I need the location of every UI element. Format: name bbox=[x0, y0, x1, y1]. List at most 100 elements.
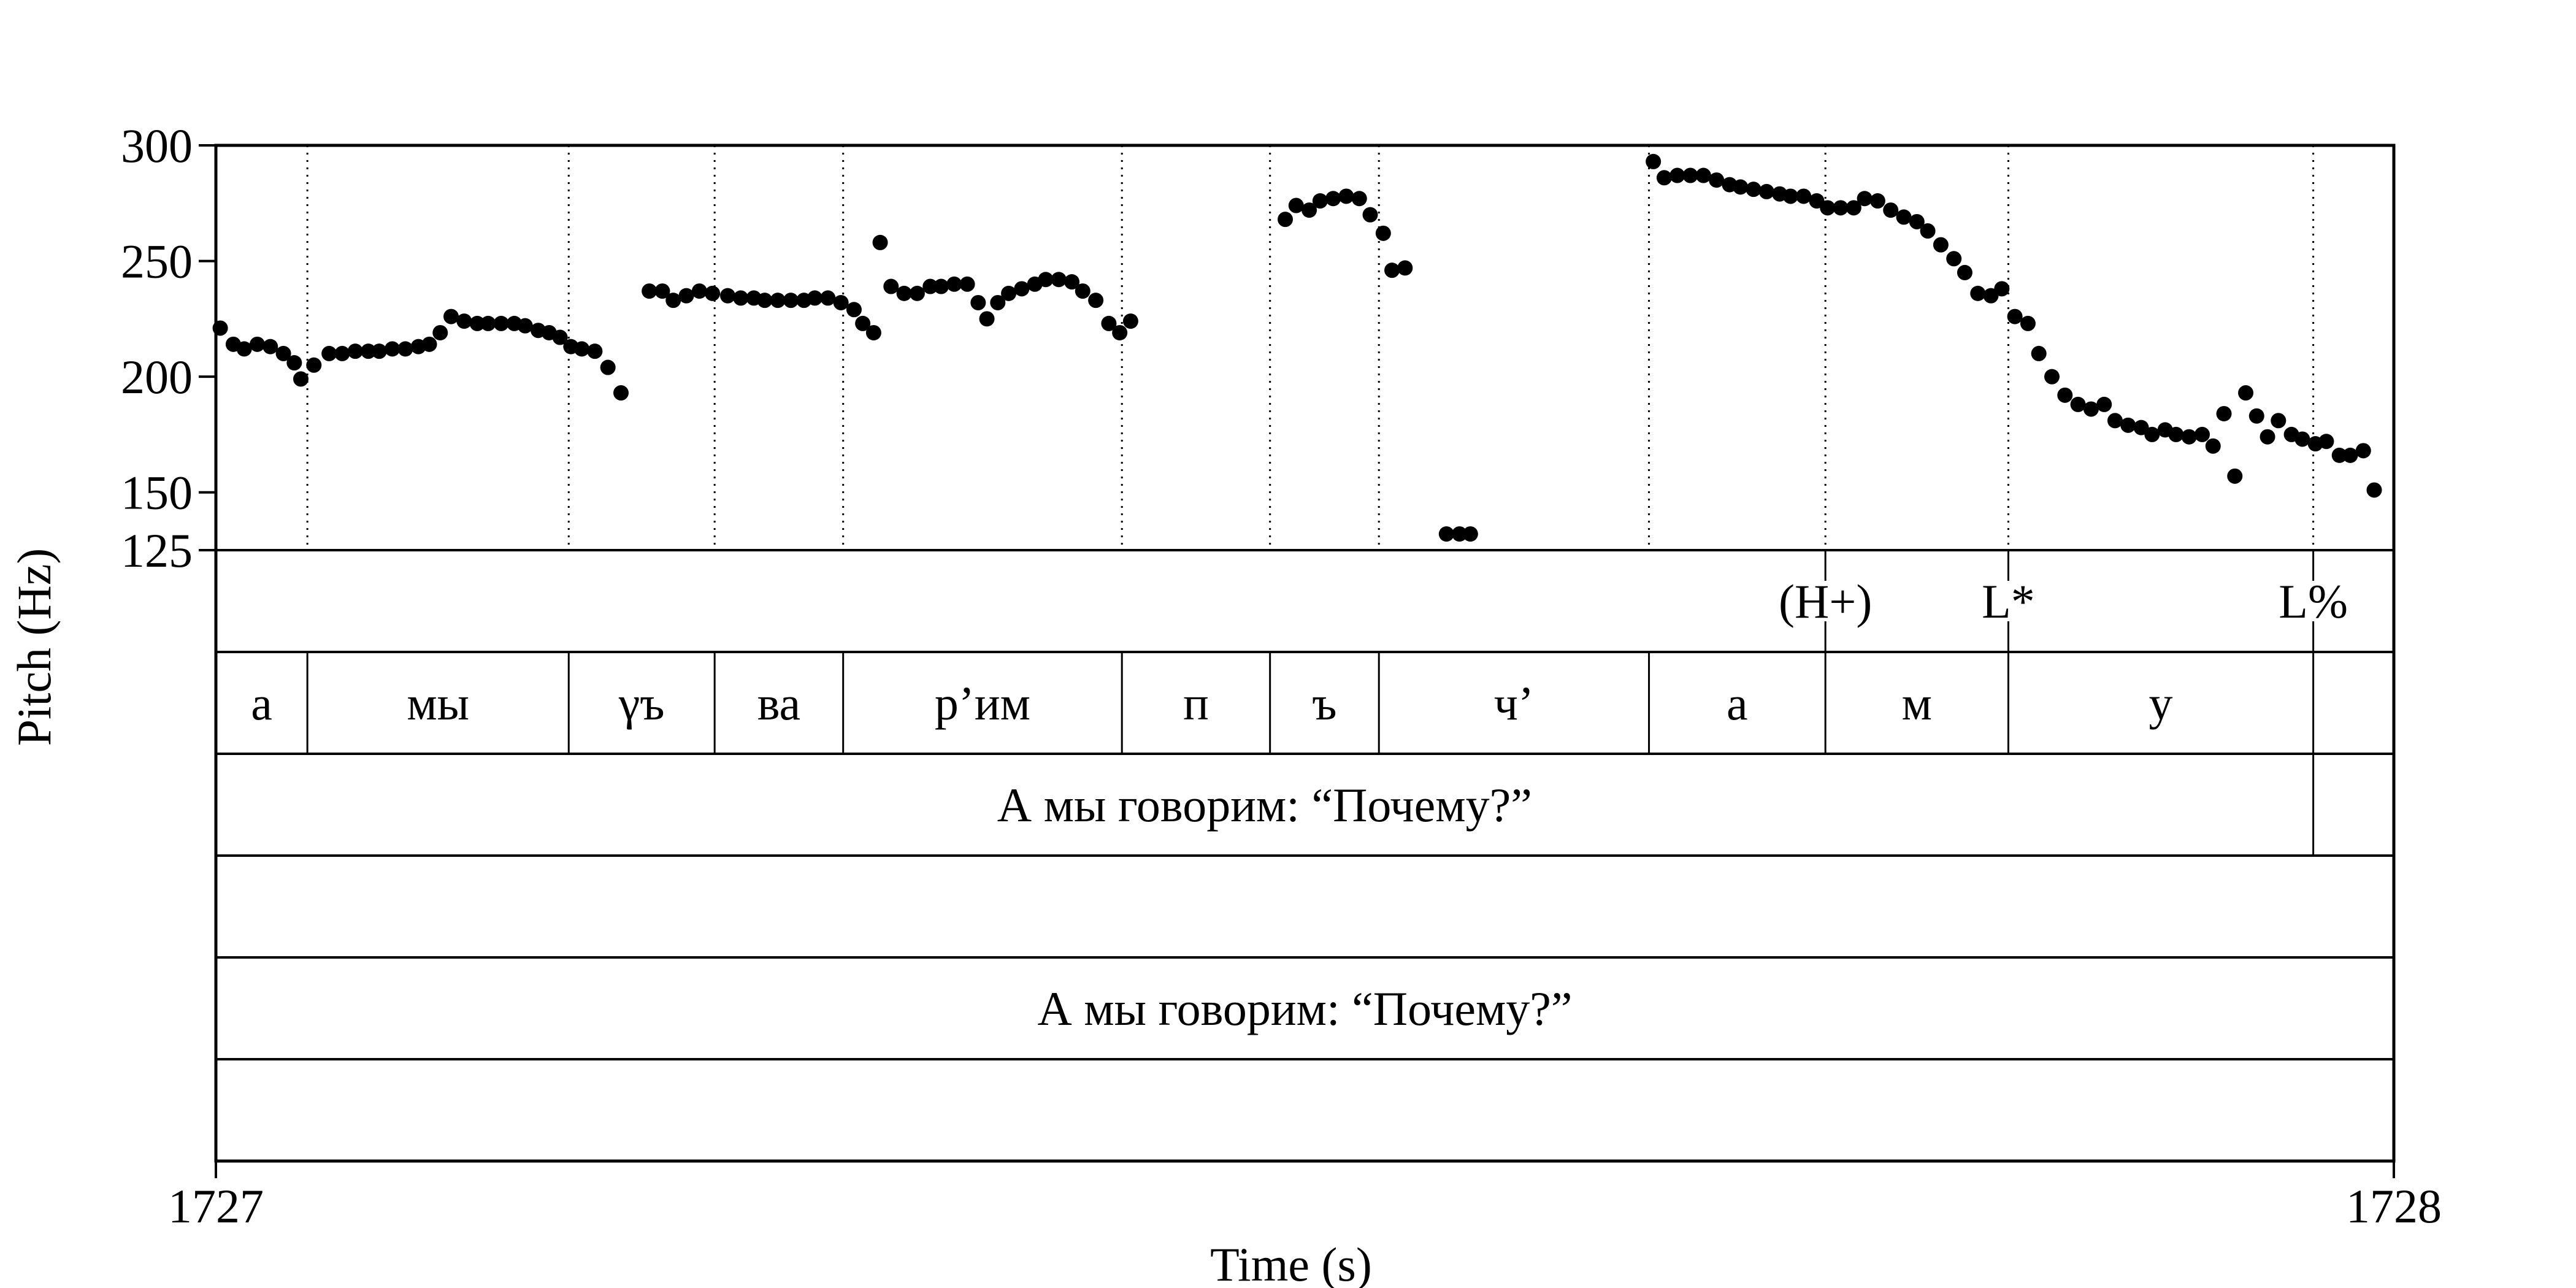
pitch-point bbox=[1946, 251, 1962, 267]
pitch-point bbox=[2007, 309, 2023, 324]
pitch-point bbox=[654, 283, 670, 299]
pitch-point bbox=[1051, 272, 1067, 288]
pitch-point bbox=[2083, 401, 2099, 417]
pitch-point bbox=[2248, 408, 2264, 424]
pitch-point bbox=[334, 345, 350, 361]
pitch-point bbox=[1758, 183, 1774, 199]
pitch-point bbox=[979, 311, 995, 327]
pitch-point bbox=[600, 359, 616, 375]
pitch-point bbox=[1064, 274, 1080, 290]
pitch-point bbox=[1857, 191, 1873, 207]
interval-label: а bbox=[251, 677, 272, 730]
interval-label: п bbox=[1183, 677, 1209, 730]
pitch-point bbox=[1001, 285, 1017, 301]
pitch-point bbox=[846, 302, 862, 318]
interval-label: ъ bbox=[1312, 677, 1336, 730]
pitch-point bbox=[1994, 281, 2010, 297]
pitch-point bbox=[480, 315, 496, 331]
pitch-point bbox=[691, 283, 707, 299]
pitch-point bbox=[990, 294, 1006, 310]
pitch-point bbox=[896, 285, 912, 301]
pitch-point bbox=[1746, 182, 1761, 197]
pitch-point bbox=[1669, 167, 1685, 183]
pitch-point bbox=[517, 318, 533, 334]
pitch-point bbox=[1820, 200, 1836, 216]
interval-label: мы bbox=[407, 677, 469, 730]
pitch-point bbox=[946, 276, 962, 292]
pitch-point bbox=[456, 313, 472, 329]
pitch-point bbox=[1809, 193, 1825, 209]
pitch-point bbox=[2144, 426, 2160, 442]
pitch-point bbox=[2216, 405, 2232, 421]
pitch-point bbox=[2260, 429, 2275, 445]
interval-label: А мы говорим: “Почему?” bbox=[1037, 982, 1572, 1035]
pitch-point bbox=[1646, 153, 1662, 169]
pitch-point bbox=[2355, 443, 2371, 459]
y-tick-label: 200 bbox=[121, 350, 193, 404]
pitch-point bbox=[443, 309, 459, 324]
pitch-point bbox=[2227, 468, 2243, 484]
pitch-point bbox=[275, 345, 291, 361]
pitch-point bbox=[2020, 315, 2036, 331]
pitch-point bbox=[1452, 526, 1468, 542]
pitch-point bbox=[820, 290, 836, 306]
point-label: (H+) bbox=[1779, 575, 1872, 628]
pitch-point bbox=[1733, 179, 1749, 195]
pitch-point bbox=[2120, 417, 2136, 433]
pitch-point bbox=[1957, 264, 1972, 280]
pitch-point bbox=[397, 341, 413, 357]
pitch-point bbox=[665, 293, 681, 309]
pitch-point bbox=[2168, 426, 2184, 442]
interval-label: р’им bbox=[935, 677, 1030, 730]
pitch-point bbox=[1375, 225, 1391, 241]
y-tick-label: 250 bbox=[121, 235, 193, 288]
pitch-point bbox=[2195, 426, 2210, 442]
pitch-point bbox=[385, 341, 401, 357]
pitch-point bbox=[970, 294, 986, 310]
pitch-point bbox=[2318, 434, 2334, 450]
pitch-point bbox=[2070, 396, 2086, 412]
pitch-point bbox=[249, 336, 265, 352]
x-tick-label: 1728 bbox=[2346, 1179, 2442, 1233]
pitch-point bbox=[2133, 420, 2149, 435]
pitch-point bbox=[883, 278, 899, 294]
pitch-point bbox=[1338, 188, 1354, 204]
pitch-point bbox=[719, 288, 735, 304]
pitch-point bbox=[1869, 193, 1885, 209]
pitch-point bbox=[321, 345, 337, 361]
pitch-point bbox=[1782, 188, 1798, 204]
interval-label: γъ bbox=[618, 677, 665, 730]
x-axis-label: Time (s) bbox=[1210, 1238, 1372, 1288]
pitch-point bbox=[1362, 207, 1378, 223]
pitch-point bbox=[293, 371, 309, 387]
pitch-point bbox=[783, 293, 799, 309]
pitch-point bbox=[909, 285, 925, 301]
pitch-point bbox=[2342, 447, 2358, 463]
interval-label: ва bbox=[757, 677, 800, 730]
pitch-point bbox=[1101, 315, 1117, 331]
pitch-point bbox=[1846, 200, 1861, 216]
pitch-point bbox=[2271, 413, 2287, 429]
y-tick-label: 150 bbox=[121, 466, 193, 519]
pitch-point bbox=[770, 293, 786, 309]
pitch-point bbox=[469, 315, 485, 331]
pitch-point bbox=[1014, 281, 1030, 297]
pitch-point bbox=[1397, 260, 1413, 276]
pitch-point bbox=[1883, 202, 1899, 218]
pitch-point bbox=[2181, 429, 2197, 445]
pitch-point bbox=[1088, 293, 1104, 309]
pitch-point bbox=[1312, 193, 1328, 209]
pitch-point bbox=[1384, 263, 1400, 278]
pitch-point bbox=[959, 276, 975, 292]
pitch-point bbox=[2331, 447, 2347, 463]
y-tick-label: 300 bbox=[121, 119, 193, 172]
pitch-point bbox=[733, 290, 749, 306]
pitch-point bbox=[1796, 188, 1812, 204]
pitch-point bbox=[933, 278, 949, 294]
pitch-point bbox=[347, 343, 363, 359]
pitch-point bbox=[263, 339, 278, 355]
pitch-point bbox=[1909, 213, 1925, 229]
pitch-point bbox=[872, 234, 888, 250]
pitch-point bbox=[2366, 482, 2382, 498]
